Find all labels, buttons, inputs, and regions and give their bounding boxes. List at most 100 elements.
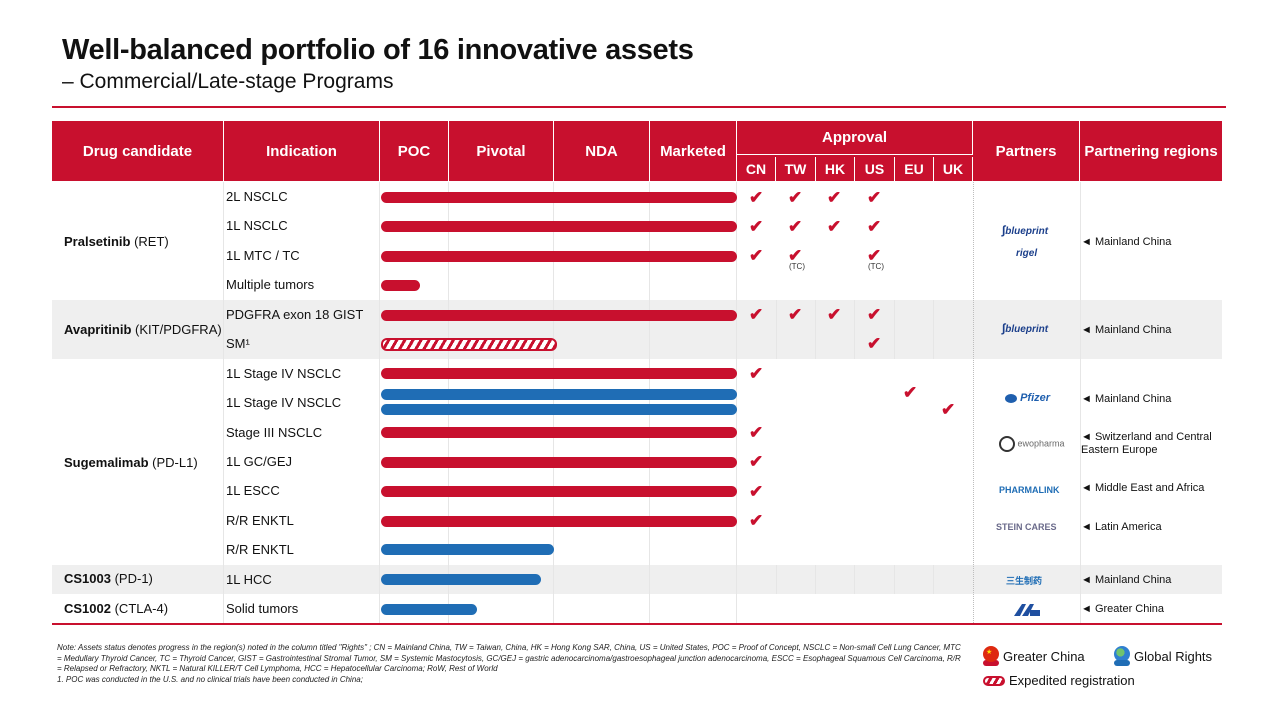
check-icon: ✔ (867, 246, 882, 265)
legend-greater-china: ★ Greater China (983, 646, 1085, 666)
progress-bar (381, 251, 737, 262)
gridline (854, 565, 855, 594)
indication-label: 1L MTC / TC (226, 248, 300, 263)
drug-pralsetinib: Pralsetinib (RET) (64, 234, 169, 249)
header-poc: POC (380, 121, 449, 181)
tc-note: (TC) (789, 262, 805, 271)
indication-label: Solid tumors (226, 601, 299, 616)
progress-bar (381, 310, 737, 321)
progress-bar-global (381, 389, 737, 400)
progress-bar (381, 516, 737, 527)
header-approval: Approval (737, 121, 973, 155)
indication-label: R/R ENKTL (226, 513, 294, 528)
indication-label: PDGFRA exon 18 GIST (226, 307, 364, 322)
indication-label: Stage III NSCLC (226, 425, 323, 440)
indication-label: 2L NSCLC (226, 189, 288, 204)
progress-bar (381, 221, 737, 232)
progress-bar-global (381, 574, 541, 585)
progress-bar (381, 368, 737, 379)
indication-label: 1L Stage IV NSCLC (226, 366, 342, 381)
check-icon: ✔ (867, 334, 882, 353)
header-approval-uk: UK (934, 157, 973, 181)
blueprint-logo: ∫blueprint (1002, 223, 1049, 237)
cs1003-partner-logo: 三生制药 (1006, 576, 1043, 586)
china-flag-icon: ★ (983, 646, 999, 666)
check-icon: ✔ (749, 217, 764, 236)
check-icon: ✔ (788, 305, 803, 324)
header-approval-cn: CN (737, 157, 776, 181)
partnering-region: ◄ Greater China (1081, 603, 1165, 615)
indication-label: Multiple tumors (226, 277, 315, 292)
check-icon: ✔ (788, 246, 803, 265)
partnering-region: ◄ Mainland China (1081, 574, 1172, 586)
row-group-avapritinib (52, 300, 1222, 359)
page-subtitle: – Commercial/Late-stage Programs (62, 70, 394, 93)
drug-cs1003: CS1003 (PD-1) (64, 571, 153, 586)
gridline (448, 182, 449, 623)
check-icon: ✔ (903, 383, 918, 402)
footnote-text: 1. POC was conducted in the U.S. and no … (57, 674, 363, 684)
header-partnering-regions: Partnering regions (1084, 142, 1218, 160)
footnote-block: Note: Assets status denotes progress in … (57, 643, 962, 685)
check-icon: ✔ (749, 246, 764, 265)
gridline (776, 300, 777, 359)
cs1002-partner-logo (1012, 602, 1042, 618)
partnering-region: ◄ Middle East and Africa (1081, 482, 1205, 494)
indication-label: 1L HCC (226, 572, 272, 587)
gridline (223, 182, 224, 623)
check-icon: ✔ (941, 400, 956, 419)
legend-global-rights: Global Rights (1114, 646, 1212, 666)
gridline (854, 300, 855, 359)
header-pivotal: Pivotal (449, 121, 554, 181)
check-icon: ✔ (749, 188, 764, 207)
partnering-region: ◄ Mainland China (1081, 393, 1172, 405)
indication-label: 1L Stage IV NSCLC (226, 395, 342, 410)
page-title: Well-balanced portfolio of 16 innovative… (62, 34, 694, 66)
check-icon: ✔ (749, 482, 764, 501)
pharmalink-logo: PHARMALINK (999, 485, 1060, 495)
gridline (1080, 182, 1081, 623)
indication-label: 1L NSCLC (226, 218, 288, 233)
gridline (933, 300, 934, 359)
check-icon: ✔ (827, 305, 842, 324)
check-icon: ✔ (788, 188, 803, 207)
check-icon: ✔ (827, 217, 842, 236)
steincares-logo: STEIN CARES (996, 522, 1057, 532)
gridline (894, 300, 895, 359)
gridline (933, 565, 934, 594)
note-text: Note: Assets status denotes progress in … (57, 643, 961, 673)
gridline (379, 182, 380, 623)
indication-label: 1L ESCC (226, 483, 280, 498)
header-approval-us: US (855, 157, 895, 181)
gridline (553, 182, 554, 623)
progress-bar (381, 192, 737, 203)
partnering-region: ◄ Switzerland and Central Eastern Europe (1081, 431, 1212, 456)
tc-note: (TC) (868, 262, 884, 271)
drug-sugemalimab: Sugemalimab (PD-L1) (64, 455, 198, 470)
gridline (815, 300, 816, 359)
pfizer-logo: Pfizer (1005, 392, 1050, 404)
partnering-region: ◄ Mainland China (1081, 324, 1172, 336)
table-header: Drug candidate Indication POC Pivotal ND… (52, 121, 1222, 181)
gridline (776, 565, 777, 594)
progress-bar (381, 457, 737, 468)
globe-icon (1114, 646, 1130, 666)
check-icon: ✔ (867, 217, 882, 236)
header-drug-candidate: Drug candidate (52, 121, 224, 181)
title-divider (52, 106, 1226, 108)
table-bottom-rule (52, 623, 1222, 625)
drug-avapritinib: Avapritinib (KIT/PDGFRA) (64, 322, 222, 337)
gridline (736, 182, 737, 623)
progress-bar (381, 280, 420, 291)
rigel-logo: rigel (1016, 248, 1038, 259)
row-group-cs1003 (52, 565, 1222, 594)
progress-bar-global (381, 544, 554, 555)
indication-label: 1L GC/GEJ (226, 454, 292, 469)
expedited-bar-icon (983, 675, 1005, 686)
check-icon: ✔ (867, 188, 882, 207)
check-icon: ✔ (749, 511, 764, 530)
check-icon: ✔ (749, 452, 764, 471)
header-indication: Indication (224, 121, 380, 181)
indication-label: SM¹ (226, 336, 250, 351)
gridline-dotted (973, 182, 974, 623)
